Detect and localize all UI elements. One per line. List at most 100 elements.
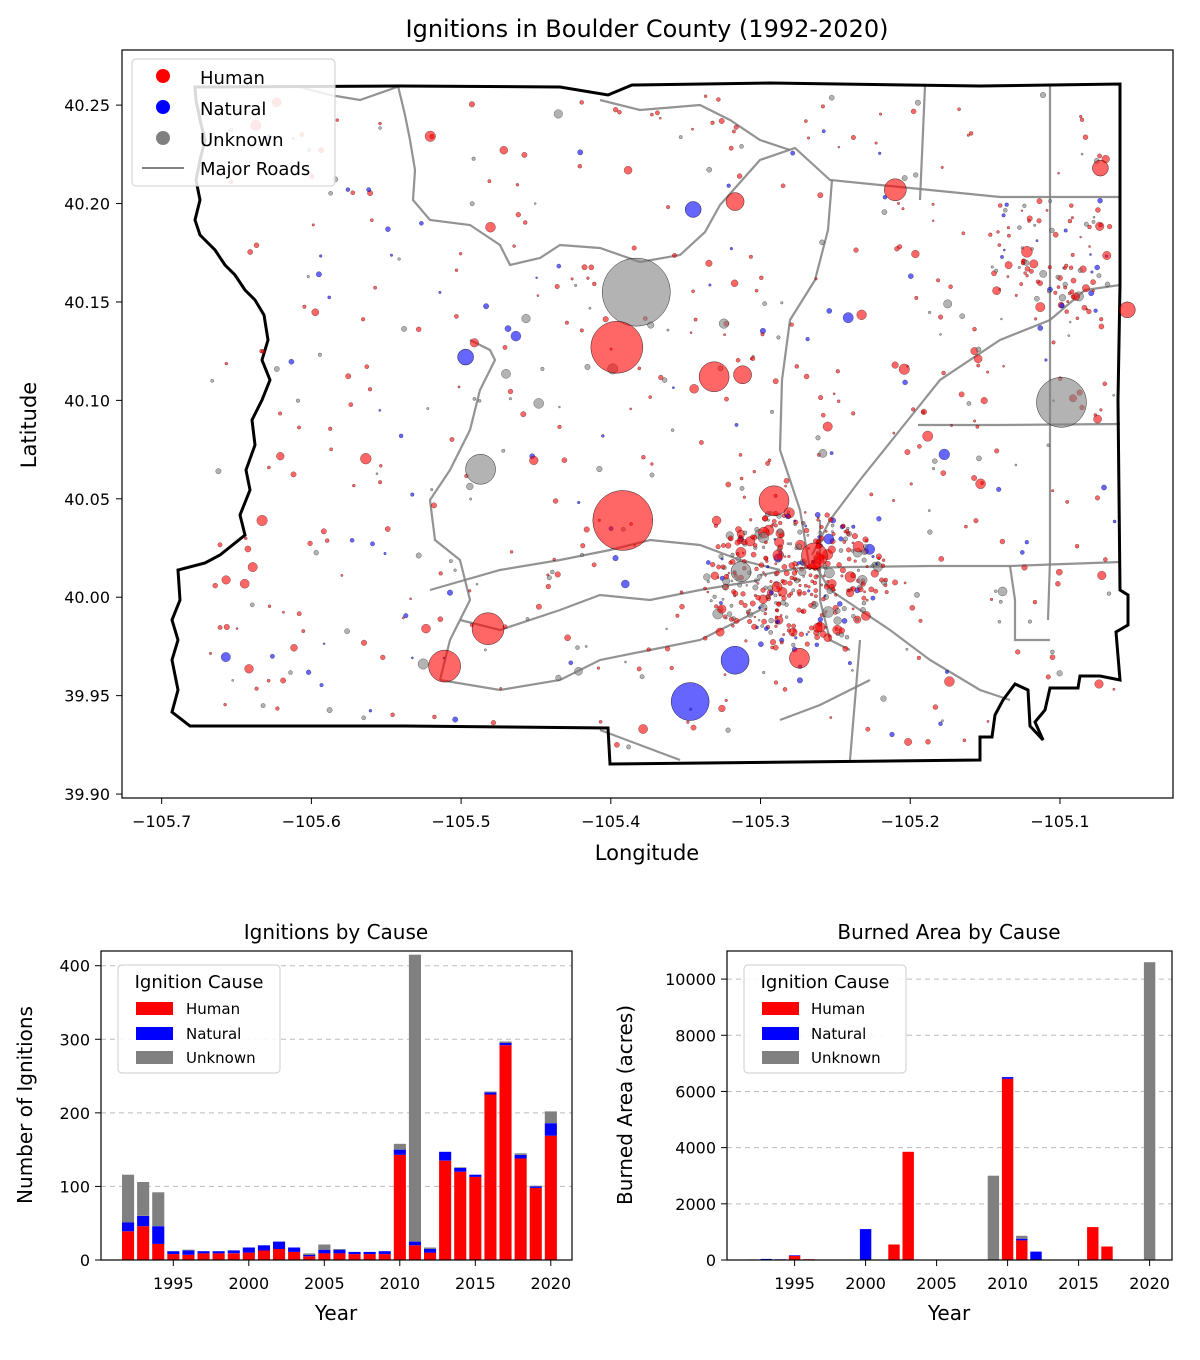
ignition-point bbox=[791, 632, 795, 637]
large-ignition-7 bbox=[670, 682, 710, 721]
ignition-point bbox=[1014, 293, 1018, 297]
ign-bar-natural-2000 bbox=[242, 1247, 255, 1253]
ignition-point bbox=[790, 150, 796, 156]
ignition-point bbox=[477, 399, 482, 403]
ignition-point bbox=[375, 472, 379, 475]
ignition-point bbox=[247, 562, 258, 572]
ignition-point bbox=[853, 247, 859, 253]
ignition-point bbox=[250, 602, 255, 608]
ignition-point bbox=[344, 628, 350, 634]
ignition-point bbox=[475, 583, 479, 586]
ignition-point bbox=[1006, 226, 1010, 230]
ignition-point bbox=[763, 555, 768, 561]
ignition-point bbox=[706, 580, 710, 584]
brn-bar-unknown-2011 bbox=[1016, 1235, 1028, 1239]
ignition-point bbox=[821, 596, 826, 602]
burned-x-axis-label: Year bbox=[927, 1301, 971, 1325]
ignition-point bbox=[512, 244, 516, 248]
ignition-point bbox=[776, 335, 781, 340]
ignition-point bbox=[760, 624, 764, 628]
ignition-point bbox=[782, 633, 786, 636]
ignition-point bbox=[863, 590, 866, 594]
ignition-point bbox=[816, 518, 820, 522]
ignition-point bbox=[639, 674, 645, 680]
map-x-axis-label: Longitude bbox=[595, 841, 699, 865]
ignition-point bbox=[920, 410, 926, 415]
ignition-point bbox=[721, 543, 726, 548]
ignition-point bbox=[736, 173, 743, 179]
ignition-point bbox=[1001, 213, 1006, 218]
ignition-point bbox=[1035, 302, 1046, 312]
ignition-point bbox=[798, 583, 802, 588]
ignition-point bbox=[328, 191, 333, 196]
ignition-point bbox=[931, 467, 936, 471]
legend-human-marker bbox=[156, 69, 170, 83]
ignition-point bbox=[693, 317, 698, 322]
ignition-point bbox=[1098, 323, 1105, 330]
ignition-point bbox=[584, 364, 591, 370]
ignition-point bbox=[861, 595, 867, 601]
ignition-point bbox=[536, 294, 540, 297]
map-y-tick-label: 40.20 bbox=[64, 195, 110, 214]
ignition-point bbox=[818, 535, 825, 541]
ignition-point bbox=[350, 190, 356, 195]
ignition-point bbox=[863, 544, 868, 549]
ignition-point bbox=[270, 653, 275, 659]
ignition-point bbox=[782, 687, 788, 692]
ignition-point bbox=[737, 582, 743, 588]
ignition-point bbox=[975, 478, 986, 489]
ignition-point bbox=[950, 424, 953, 427]
ignition-point bbox=[415, 552, 422, 559]
ignition-point bbox=[739, 144, 744, 149]
ignition-point bbox=[964, 524, 968, 529]
map-x-tick-label: −105.5 bbox=[431, 812, 490, 831]
road-4 bbox=[918, 85, 927, 201]
ignition-point bbox=[794, 636, 798, 640]
ignition-point bbox=[774, 615, 778, 619]
ignition-point bbox=[1069, 203, 1074, 208]
ign-bar-unknown-2012 bbox=[424, 1247, 437, 1249]
ignitions-axes-border bbox=[100, 950, 573, 1261]
ignition-point bbox=[833, 616, 842, 625]
ign-bar-unknown-2010 bbox=[393, 1143, 406, 1150]
ignition-point bbox=[1006, 275, 1010, 278]
ignition-point bbox=[501, 369, 511, 379]
ignition-point bbox=[996, 486, 1002, 492]
ignition-point bbox=[789, 322, 794, 327]
ignition-point bbox=[758, 606, 762, 610]
ignition-point bbox=[1070, 294, 1075, 299]
ignition-point bbox=[865, 539, 869, 543]
ignition-point bbox=[301, 629, 306, 633]
ignition-point bbox=[915, 99, 921, 106]
ignition-point bbox=[876, 516, 882, 522]
ignition-point bbox=[390, 253, 393, 257]
brn-legend-unknown-swatch bbox=[762, 1051, 799, 1064]
brn-y-tick-label: 8000 bbox=[675, 1026, 716, 1045]
ignition-point bbox=[824, 512, 830, 518]
ignition-point bbox=[1035, 239, 1039, 243]
ignition-point bbox=[906, 365, 909, 368]
ignition-point bbox=[787, 554, 791, 559]
ignition-point bbox=[715, 627, 725, 637]
ignition-point bbox=[574, 283, 578, 287]
ignition-point bbox=[1047, 265, 1052, 270]
map-y-ticks: 39.90 39.95 40.00 40.05 40.10 40.15 40.20 40.25 bbox=[64, 96, 122, 804]
ignition-point bbox=[1051, 489, 1055, 493]
ign-bar-human-2018 bbox=[514, 1158, 527, 1260]
ignition-point bbox=[779, 640, 784, 645]
ign-bar-natural-2018 bbox=[514, 1154, 527, 1159]
ignition-point bbox=[311, 308, 320, 317]
ignitions-legend-title: Ignition Cause bbox=[135, 972, 264, 993]
ignition-point bbox=[914, 295, 919, 300]
ignition-point bbox=[706, 560, 711, 565]
ignition-point bbox=[814, 634, 820, 640]
ignition-point bbox=[1055, 581, 1061, 587]
ignition-point bbox=[1053, 290, 1058, 295]
ignition-point bbox=[1102, 381, 1108, 387]
ignition-point bbox=[781, 579, 788, 586]
ignition-point bbox=[583, 526, 590, 533]
ignition-point bbox=[903, 581, 907, 585]
map-legend-box bbox=[131, 58, 336, 187]
ignition-point bbox=[1015, 649, 1021, 655]
ignition-point bbox=[325, 538, 330, 543]
